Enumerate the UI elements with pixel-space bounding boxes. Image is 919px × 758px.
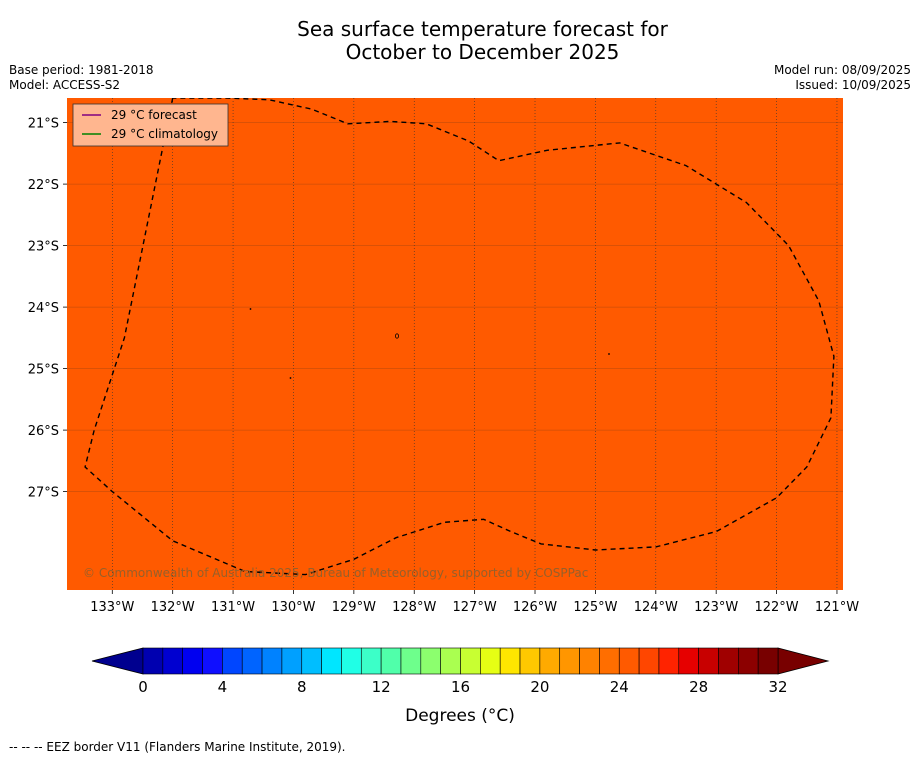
chart-title: Sea surface temperature forecast for Oct… bbox=[0, 18, 919, 64]
colorbar-swatch bbox=[400, 647, 422, 675]
model-name: Model: ACCESS-S2 bbox=[9, 78, 121, 92]
sst-map: © Commonwealth of Australia 2025, Bureau… bbox=[28, 98, 859, 615]
island-marker bbox=[394, 333, 399, 339]
colorbar-swatch bbox=[202, 647, 223, 675]
y-tick-label: 22°S bbox=[28, 178, 59, 193]
y-tick-label: 24°S bbox=[28, 301, 59, 316]
colorbar-tick-label: 8 bbox=[297, 678, 307, 696]
x-tick-label: 132°W bbox=[151, 600, 195, 615]
colorbar-swatch bbox=[380, 647, 402, 675]
colorbar-swatch bbox=[757, 647, 779, 675]
temperature-band bbox=[67, 98, 843, 590]
temperature-bands bbox=[67, 98, 843, 590]
x-tick-label: 130°W bbox=[271, 600, 315, 615]
x-tick-label: 133°W bbox=[90, 600, 134, 615]
colorbar-tick-label: 4 bbox=[218, 678, 228, 696]
meta-right: Model run: 08/09/2025 Issued: 10/09/2025 bbox=[774, 63, 911, 93]
x-tick-label: 124°W bbox=[634, 600, 678, 615]
colorbar-swatch bbox=[321, 647, 342, 675]
colorbar-swatch bbox=[440, 647, 461, 675]
colorbar-swatch bbox=[281, 647, 303, 675]
colorbar-swatch bbox=[261, 647, 283, 675]
island-markers bbox=[249, 308, 610, 379]
colorbar-over-arrow bbox=[777, 647, 830, 675]
colorbar-swatch bbox=[599, 647, 620, 675]
colorbar-swatch bbox=[738, 647, 759, 675]
colorbar-tick-label: 24 bbox=[610, 678, 629, 696]
x-axis-ticks: 133°W 132°W 131°W 130°W 129°W 128°W 127°W 126°W… bbox=[90, 590, 859, 615]
colorbar-swatch bbox=[638, 647, 660, 675]
colorbar-swatch bbox=[341, 647, 362, 675]
colorbar-swatch bbox=[222, 647, 243, 675]
colorbar-swatch bbox=[618, 647, 640, 675]
chart-title-line-1: Sea surface temperature forecast for bbox=[297, 17, 668, 41]
legend-climatology-label: 29 °C climatology bbox=[111, 127, 218, 141]
y-tick-label: 21°S bbox=[28, 117, 59, 132]
meta-left: Base period: 1981-2018 Model: ACCESS-S2 bbox=[9, 63, 154, 93]
colorbar-swatch bbox=[678, 647, 699, 675]
colorbar-tick-label: 0 bbox=[138, 678, 148, 696]
base-period: Base period: 1981-2018 bbox=[9, 63, 154, 77]
legend-box bbox=[72, 103, 229, 147]
colorbar-tick-label: 28 bbox=[689, 678, 708, 696]
eez-footnote: -- -- -- EEZ border V11 (Flanders Marine… bbox=[9, 740, 346, 754]
map-legend: 29 °C forecast 29 °C climatology bbox=[72, 103, 229, 147]
x-tick-label: 129°W bbox=[332, 600, 376, 615]
colorbar-swatch bbox=[420, 647, 441, 675]
colorbar-under-arrow bbox=[91, 647, 144, 675]
colorbar-swatches bbox=[91, 647, 830, 675]
colorbar-tick-label: 16 bbox=[451, 678, 470, 696]
y-tick-label: 25°S bbox=[28, 363, 59, 378]
y-tick-label: 26°S bbox=[28, 424, 59, 439]
legend-forecast-label: 29 °C forecast bbox=[111, 108, 197, 122]
x-tick-label: 123°W bbox=[694, 600, 738, 615]
colorbar-swatch bbox=[142, 647, 164, 675]
x-tick-label: 125°W bbox=[573, 600, 617, 615]
colorbar-swatch bbox=[519, 647, 541, 675]
island-marker bbox=[289, 377, 292, 379]
issued-date: Issued: 10/09/2025 bbox=[795, 78, 911, 92]
colorbar-swatch bbox=[301, 647, 322, 675]
colorbar-tick-label: 20 bbox=[530, 678, 549, 696]
x-tick-label: 126°W bbox=[513, 600, 557, 615]
island-marker bbox=[249, 308, 252, 310]
x-tick-label: 127°W bbox=[453, 600, 497, 615]
colorbar-swatch bbox=[360, 647, 382, 675]
copyright-text: © Commonwealth of Australia 2025, Bureau… bbox=[83, 566, 588, 580]
x-tick-label: 121°W bbox=[815, 600, 859, 615]
colorbar-label: Degrees (°C) bbox=[405, 706, 515, 726]
eez-border-line bbox=[84, 98, 835, 576]
colorbar-swatch bbox=[480, 647, 501, 675]
colorbar-swatch bbox=[182, 647, 203, 675]
colorbar-swatch bbox=[559, 647, 580, 675]
y-tick-label: 23°S bbox=[28, 240, 59, 255]
y-axis-ticks: 21°S 22°S 23°S 24°S 25°S 26°S 27°S bbox=[28, 117, 67, 501]
colorbar-ticks: 0 4 8 12 16 20 24 28 32 bbox=[138, 678, 787, 696]
colorbar-tick-label: 12 bbox=[372, 678, 391, 696]
x-tick-label: 122°W bbox=[754, 600, 798, 615]
gridlines bbox=[67, 98, 843, 590]
colorbar-swatch bbox=[718, 647, 739, 675]
colorbar-swatch bbox=[658, 647, 680, 675]
island-marker bbox=[608, 353, 610, 355]
y-tick-label: 27°S bbox=[28, 486, 59, 501]
x-tick-label: 131°W bbox=[211, 600, 255, 615]
chart-title-line-2: October to December 2025 bbox=[345, 40, 620, 64]
colorbar-tick-label: 32 bbox=[768, 678, 787, 696]
colorbar-swatch bbox=[460, 647, 481, 675]
colorbar-swatch bbox=[698, 647, 719, 675]
x-tick-label: 128°W bbox=[392, 600, 436, 615]
colorbar-swatch bbox=[499, 647, 521, 675]
colorbar-swatch bbox=[579, 647, 600, 675]
model-run: Model run: 08/09/2025 bbox=[773, 63, 911, 77]
colorbar-swatch bbox=[539, 647, 561, 675]
colorbar-swatch bbox=[162, 647, 183, 675]
colorbar-swatch bbox=[241, 647, 263, 675]
